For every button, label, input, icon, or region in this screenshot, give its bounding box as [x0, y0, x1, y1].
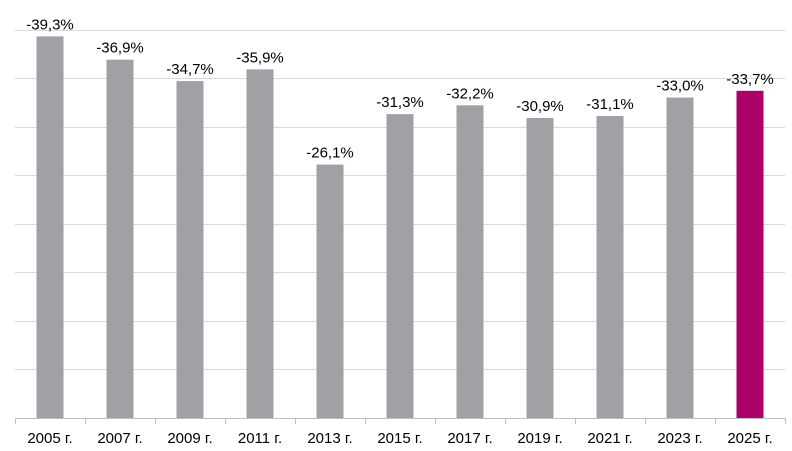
bar-2023: [666, 97, 694, 418]
x-axis-label: 2009 г.: [167, 430, 212, 447]
x-axis-label: 2025 г.: [727, 430, 772, 447]
bar-2025: [736, 90, 764, 419]
bar-2005: [36, 36, 64, 419]
x-axis-label: 2007 г.: [97, 430, 142, 447]
data-label: -33,0%: [656, 78, 704, 95]
bar-2015: [386, 114, 414, 418]
bar-2007: [106, 59, 134, 418]
data-label: -31,3%: [376, 94, 424, 111]
data-labels: -39,3% -36,9% -34,7% -35,9% -26,1% -31,3% -32,…: [26, 16, 774, 161]
bar-2021: [596, 116, 624, 418]
bar-2013: [316, 164, 344, 418]
x-axis-ticks: [15, 418, 786, 424]
data-label: -30,9%: [516, 98, 564, 115]
x-axis-label: 2019 г.: [517, 430, 562, 447]
bar-2011: [246, 69, 274, 419]
x-axis-label: 2013 г.: [307, 430, 352, 447]
x-axis-label: 2023 г.: [657, 430, 702, 447]
data-label: -26,1%: [306, 145, 354, 162]
bar-2019: [526, 118, 554, 418]
x-axis-label: 2005 г.: [27, 430, 72, 447]
x-axis-label: 2011 г.: [238, 430, 282, 447]
data-label: -34,7%: [166, 61, 214, 78]
x-axis-label: 2015 г.: [377, 430, 422, 447]
data-label: -31,1%: [586, 96, 634, 113]
x-axis-label: 2021 г.: [587, 430, 632, 447]
bar-2017: [456, 105, 484, 419]
x-axis-label: 2017 г.: [447, 430, 492, 447]
data-label: -35,9%: [236, 49, 284, 66]
data-label: -36,9%: [96, 40, 144, 57]
data-label: -32,2%: [446, 85, 494, 102]
bar-2009: [176, 81, 204, 418]
data-label: -33,7%: [726, 71, 774, 88]
x-axis-labels: 2005 г. 2007 г. 2009 г. 2011 г. 2013 г. 2015 …: [27, 430, 772, 447]
data-label: -39,3%: [26, 16, 74, 33]
bars: [36, 36, 764, 419]
